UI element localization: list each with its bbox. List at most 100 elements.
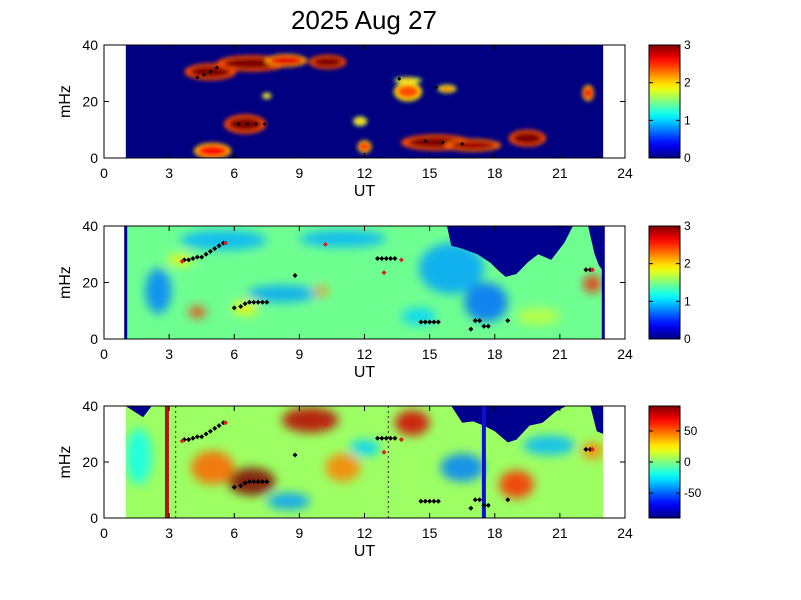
peak-marker-red (589, 446, 595, 452)
heatmap-image (125, 45, 604, 158)
figure-title: 2025 Aug 27 (291, 5, 437, 35)
peak-marker (195, 75, 200, 80)
peak-marker (440, 140, 445, 145)
peak-marker (238, 304, 244, 310)
peak-marker (505, 497, 511, 503)
peak-marker-red (223, 420, 229, 426)
heatmap-blob (282, 407, 339, 433)
x-tick-label: 24 (617, 525, 633, 541)
peak-marker (434, 85, 439, 90)
heatmap-blob (166, 254, 194, 266)
peak-marker (238, 483, 244, 489)
peak-marker (186, 437, 192, 443)
peak-marker (485, 502, 491, 508)
heatmap-blob (583, 87, 593, 99)
peak-marker (477, 497, 483, 503)
peak-marker (388, 435, 394, 441)
heatmap-blob (179, 230, 267, 251)
peak-marker (262, 122, 267, 127)
peak-marker (214, 65, 219, 70)
peak-marker (477, 318, 483, 324)
x-tick-label: 0 (100, 525, 108, 541)
peak-marker (208, 69, 213, 74)
heatmap-blob (401, 307, 437, 325)
heatmap-blob (512, 132, 543, 145)
peak-marker (583, 267, 589, 273)
peak-marker (481, 502, 487, 508)
peak-marker (251, 479, 257, 485)
peak-marker (468, 326, 474, 332)
peak-marker (236, 122, 241, 127)
peak-marker-red (179, 258, 185, 264)
peak-marker (392, 435, 398, 441)
x-tick-label: 24 (617, 165, 633, 181)
peak-marker (190, 255, 196, 261)
peak-marker (472, 318, 478, 324)
heatmap-blob (145, 268, 172, 314)
heatmap-blob (269, 56, 303, 66)
peak-marker (388, 255, 394, 261)
colorbar-tick-label: 50 (684, 424, 698, 438)
x-tick-label: 24 (617, 346, 633, 362)
heatmap-blob (396, 78, 419, 83)
colorbar-tick-label: -50 (684, 486, 702, 500)
y-tick-label: 0 (90, 331, 98, 347)
peak-marker (375, 255, 381, 261)
x-tick-label: 21 (552, 346, 568, 362)
masked-region (446, 226, 604, 277)
heatmap-blob (583, 275, 602, 293)
peak-marker (199, 434, 205, 440)
colorbar-scale (648, 225, 681, 340)
peak-marker (292, 452, 298, 458)
peak-marker (422, 319, 428, 325)
peak-marker (216, 243, 222, 249)
x-tick-label: 18 (487, 165, 503, 181)
peak-marker (431, 319, 437, 325)
heatmap-blob (464, 282, 508, 323)
colorbar-scale (648, 405, 681, 519)
peak-marker (255, 299, 261, 305)
x-tick-label: 12 (357, 165, 373, 181)
peak-marker (379, 255, 385, 261)
colorbar-tick-label: 3 (684, 219, 691, 233)
peak-marker (379, 435, 385, 441)
heatmap-blob (418, 242, 484, 294)
x-tick-label: 9 (295, 165, 303, 181)
markers (195, 65, 465, 146)
x-tick-label: 9 (295, 525, 303, 541)
heatmap-blob (522, 435, 576, 456)
x-tick-label: 6 (230, 525, 238, 541)
peak-marker (207, 248, 213, 254)
colorbar: 0 1 2 3 (648, 38, 691, 165)
heatmap-blob (325, 453, 361, 482)
peak-marker (397, 76, 402, 81)
colorbar-tick-label: 0 (684, 332, 691, 346)
peak-marker (264, 479, 270, 485)
y-tick-label: 0 (90, 510, 98, 526)
peak-marker (460, 141, 465, 146)
heatmap-blob (228, 117, 262, 131)
colorbar: 50 0 -50 (648, 405, 702, 519)
peak-marker (427, 319, 433, 325)
peak-marker (468, 505, 474, 511)
heatmap-blob (349, 439, 380, 457)
peak-marker (194, 254, 200, 260)
heatmap-blob (299, 230, 387, 248)
x-tick-label: 0 (100, 165, 108, 181)
colorbar-tick-label: 2 (684, 76, 691, 90)
heatmap-blob (314, 285, 328, 297)
x-axis-label: UT (354, 543, 376, 560)
peak-marker (375, 435, 381, 441)
peak-marker (242, 301, 248, 307)
heatmap-blob (516, 307, 560, 325)
x-tick-label: 3 (165, 165, 173, 181)
peak-marker (216, 423, 222, 429)
peak-marker (505, 318, 511, 324)
peak-marker (231, 305, 237, 311)
peak-marker (481, 323, 487, 329)
peak-marker (242, 480, 248, 486)
x-tick-label: 6 (230, 346, 238, 362)
peak-marker (418, 319, 424, 325)
